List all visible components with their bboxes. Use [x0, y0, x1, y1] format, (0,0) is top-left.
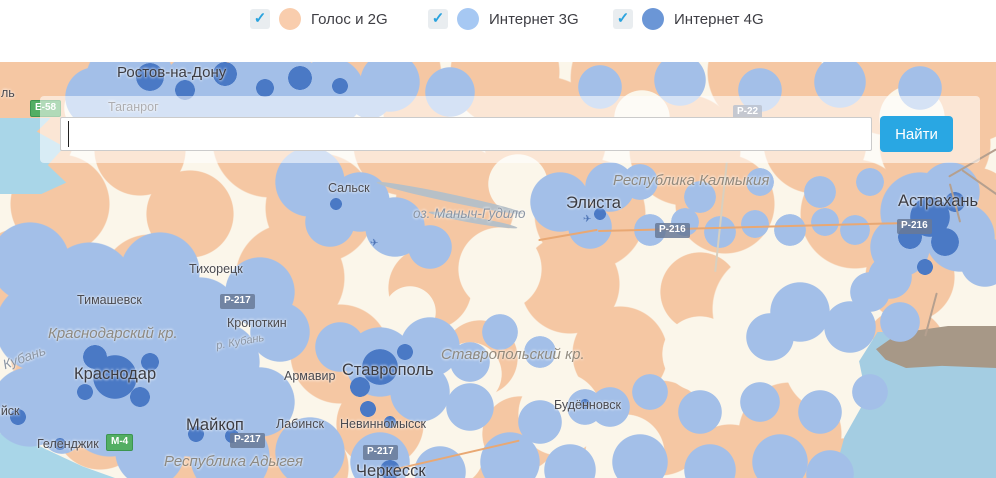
- legend-item-2g[interactable]: ✓ Голос и 2G: [250, 6, 388, 32]
- legend-label-4g: Интернет 4G: [674, 10, 764, 28]
- map-label-city-lg: Элиста: [566, 194, 621, 212]
- map-label-region: Республика Калмыкия: [613, 172, 770, 189]
- text-cursor: [68, 121, 69, 147]
- airport-icon: ✈: [583, 214, 592, 225]
- legend-checkbox[interactable]: ✓: [428, 9, 448, 29]
- map-canvas[interactable]: Ростов-на-ДонуТаганрогльСальскЭлистаАстр…: [0, 62, 996, 478]
- map-label-city-lg: Астрахань: [898, 192, 979, 210]
- map-label-city-lg: Ставрополь: [342, 361, 434, 379]
- map-label-town: Будённовск: [554, 398, 621, 412]
- road-badge: М-4: [106, 434, 134, 451]
- legend-item-4g[interactable]: ✓ Интернет 4G: [613, 6, 764, 32]
- map-label-town: Армавир: [284, 369, 336, 383]
- map-label-town: Лабинск: [276, 417, 324, 431]
- map-label-town: Сальск: [328, 181, 370, 195]
- road-badge: Р-216: [655, 223, 690, 238]
- coverage-2g-swatch: [279, 8, 301, 30]
- road-badge: Р-217: [363, 445, 398, 460]
- road-badge: Р-216: [897, 219, 932, 234]
- map-label-city: Ростов-на-Дону: [117, 64, 227, 81]
- map-label-city-lg: Черкесск: [356, 462, 426, 478]
- legend-label-3g: Интернет 3G: [489, 10, 579, 28]
- map-label-region: Краснодарский кр.: [48, 325, 178, 342]
- airport-icon: ✈: [370, 238, 379, 249]
- legend-label-2g: Голос и 2G: [311, 10, 388, 28]
- legend-item-3g[interactable]: ✓ Интернет 3G: [428, 6, 579, 32]
- map-label-town: Невинномысск: [340, 417, 426, 431]
- map-label-town: ль: [1, 86, 15, 100]
- legend-checkbox[interactable]: ✓: [613, 9, 633, 29]
- search-input[interactable]: [60, 117, 872, 151]
- coverage-4g-swatch: [642, 8, 664, 30]
- map-label-town: Тимашевск: [77, 293, 142, 307]
- map-label-city-lg: Майкоп: [186, 416, 244, 434]
- map-label-town: Кропоткин: [227, 316, 287, 330]
- map-label-water: оз. Маныч-Гудило: [413, 206, 526, 221]
- road-badge: Р-217: [220, 294, 255, 309]
- map-label-region: Республика Адыгея: [164, 453, 304, 470]
- road-badge: Р-217: [230, 433, 265, 448]
- map-label-town: Геленджик: [37, 437, 99, 451]
- map-label-town: Тихорецк: [189, 262, 243, 276]
- map-label-region: Ставропольский кр.: [441, 346, 585, 363]
- legend-checkbox[interactable]: ✓: [250, 9, 270, 29]
- coverage-3g-swatch: [457, 8, 479, 30]
- legend-bar: ✓ Голос и 2G ✓ Интернет 3G ✓ Интернет 4G: [0, 0, 996, 62]
- search-button[interactable]: Найти: [880, 116, 953, 152]
- map-label-town: Новороссийск: [0, 404, 20, 418]
- map-label-city-lg: Краснодар: [74, 365, 157, 383]
